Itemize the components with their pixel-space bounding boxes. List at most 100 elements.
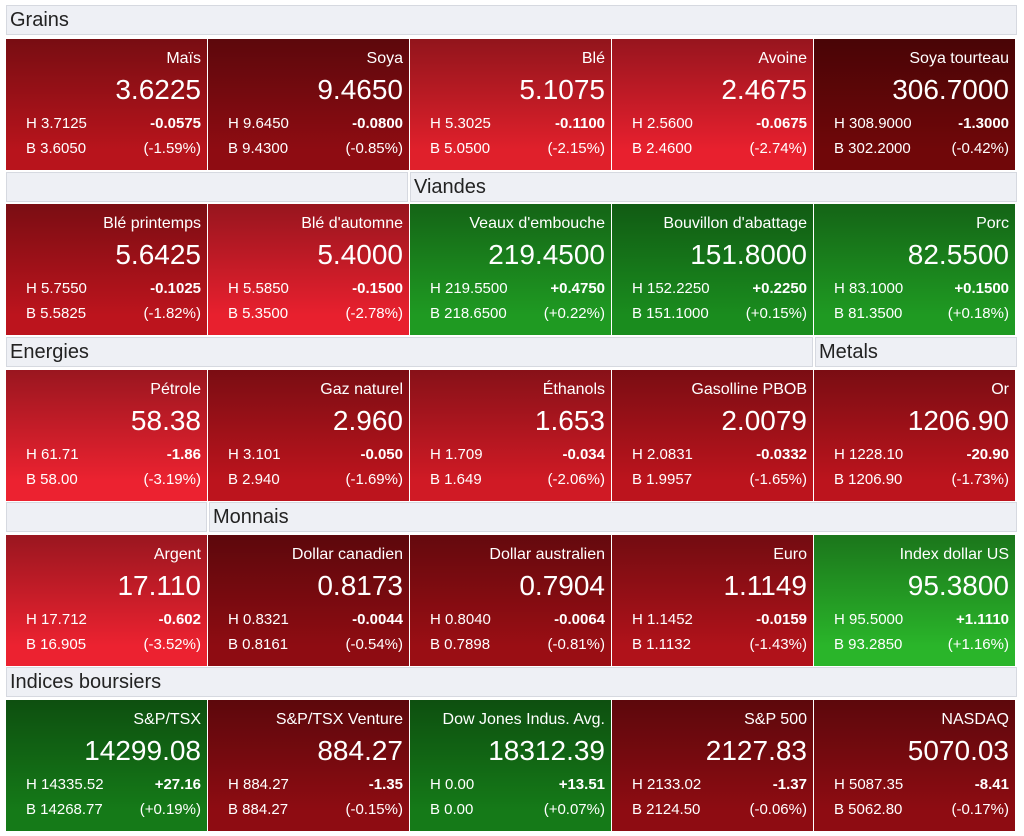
tile-name: Soya xyxy=(366,50,403,67)
tile-name: Dollar canadien xyxy=(291,546,403,563)
quote-tile[interactable]: Euro 1.1149 H 1.1452 -0.0159 B 1.1132 (-1.43%… xyxy=(612,535,813,666)
tile-name: Bouvillon d'abattage xyxy=(663,215,807,232)
tile-change: +0.1500 xyxy=(954,280,1009,297)
tile-change: -0.0800 xyxy=(352,115,403,132)
tile-change: +1.1110 xyxy=(956,611,1009,628)
quote-tile[interactable]: NASDAQ 5070.03 H 5087.35 -8.41 B 5062.80 (-0.… xyxy=(814,700,1015,831)
tile-change-pct: (-2.06%) xyxy=(547,471,605,488)
quote-tile[interactable]: Avoine 2.4675 H 2.5600 -0.0675 B 2.4600 (-2.7… xyxy=(612,39,813,170)
tile-price: 219.4500 xyxy=(488,239,605,270)
tile-change-pct: (-2.74%) xyxy=(749,140,807,157)
tile-change-pct: (-1.65%) xyxy=(749,471,807,488)
section-header-blank xyxy=(6,502,207,532)
quote-tile[interactable]: Dollar canadien 0.8173 H 0.8321 -0.0044 B 0.… xyxy=(208,535,409,666)
tile-high: H 95.5000 xyxy=(834,611,904,628)
tile-high: H 1.709 xyxy=(430,446,483,463)
tile-price: 5070.03 xyxy=(907,735,1009,766)
tile-change: -1.86 xyxy=(166,446,201,463)
tile-name: Avoine xyxy=(758,50,807,67)
tile-high: H 884.27 xyxy=(228,776,289,793)
quote-tile[interactable]: Index dollar US 95.3800 H 95.5000 +1.1110 B … xyxy=(814,535,1015,666)
tile-name: Blé d'automne xyxy=(301,215,403,232)
tile-change-pct: (-0.42%) xyxy=(951,140,1009,157)
quote-tile[interactable]: S&P/TSX 14299.08 H 14335.52 +27.16 B 14268.7… xyxy=(6,700,207,831)
quote-tile[interactable]: Soya tourteau 306.7000 H 308.9000 -1.3000 B … xyxy=(814,39,1015,170)
tile-low: B 1.1132 xyxy=(632,636,691,653)
quote-tile[interactable]: Blé printemps 5.6425 H 5.7550 -0.1025 B 5.58… xyxy=(6,204,207,335)
tile-price: 3.6225 xyxy=(115,74,201,105)
tile-high: H 2133.02 xyxy=(632,776,702,793)
tile-change-pct: (-1.73%) xyxy=(951,471,1009,488)
tile-change: -8.41 xyxy=(974,776,1009,793)
quote-tile[interactable]: S&P 500 2127.83 H 2133.02 -1.37 B 2124.50 (-0… xyxy=(612,700,813,831)
tile-low: B 81.3500 xyxy=(834,305,903,322)
tile-name: Index dollar US xyxy=(899,546,1009,563)
tile-change-pct: (-1.59%) xyxy=(143,140,201,157)
tile-name: Gaz naturel xyxy=(320,381,403,398)
tile-change: +0.2250 xyxy=(752,280,807,297)
tile-change-pct: (-2.15%) xyxy=(547,140,605,157)
tile-change-pct: (-3.52%) xyxy=(143,636,201,653)
tile-change: -1.3000 xyxy=(958,115,1009,132)
tile-low: B 0.7898 xyxy=(430,636,491,653)
tile-change: -0.0064 xyxy=(554,611,605,628)
tile-change-pct: (-1.43%) xyxy=(749,636,807,653)
tile-low: B 14268.77 xyxy=(26,801,103,818)
tile-price: 2.0079 xyxy=(721,405,807,436)
tile-name: S&P/TSX Venture xyxy=(275,711,403,728)
tile-price: 151.8000 xyxy=(690,239,807,270)
tile-name: Veaux d'embouche xyxy=(469,215,605,232)
tile-change-pct: (-0.17%) xyxy=(951,801,1009,818)
tile-price: 1206.90 xyxy=(907,405,1009,436)
quote-tile[interactable]: Pétrole 58.38 H 61.71 -1.86 B 58.00 (-3.19%) xyxy=(6,370,207,501)
quote-tile[interactable]: Porc 82.5500 H 83.1000 +0.1500 B 81.3500 (+0.… xyxy=(814,204,1015,335)
tile-price: 95.3800 xyxy=(907,570,1009,601)
quote-tile[interactable]: Dow Jones Indus. Avg. 18312.39 H 0.00 +13.5… xyxy=(410,700,611,831)
quote-tile[interactable]: Éthanols 1.653 H 1.709 -0.034 B 1.649 (-2.06%… xyxy=(410,370,611,501)
tile-low: B 58.00 xyxy=(26,471,78,488)
quote-tile[interactable]: Blé d'automne 5.4000 H 5.5850 -0.1500 B 5.35… xyxy=(208,204,409,335)
quote-tile[interactable]: S&P/TSX Venture 884.27 H 884.27 -1.35 B 884.… xyxy=(208,700,409,831)
tile-price: 1.1149 xyxy=(723,570,807,601)
quote-tile[interactable]: Dollar australien 0.7904 H 0.8040 -0.0064 B … xyxy=(410,535,611,666)
tile-change: -0.050 xyxy=(360,446,403,463)
tile-change-pct: (-0.85%) xyxy=(345,140,403,157)
tile-low: B 2.4600 xyxy=(632,140,693,157)
quote-tile[interactable]: Argent 17.110 H 17.712 -0.602 B 16.905 (-3.52… xyxy=(6,535,207,666)
tile-change: -0.1100 xyxy=(554,115,605,132)
tile-high: H 152.2250 xyxy=(632,280,710,297)
tile-low: B 1206.90 xyxy=(834,471,903,488)
tile-low: B 5062.80 xyxy=(834,801,903,818)
tile-price: 2127.83 xyxy=(705,735,807,766)
tile-high: H 1.1452 xyxy=(632,611,693,628)
tile-high: H 5.3025 xyxy=(430,115,491,132)
tile-high: H 61.71 xyxy=(26,446,79,463)
tile-price: 2.4675 xyxy=(721,74,807,105)
tile-change: -0.0044 xyxy=(352,611,403,628)
quote-tile[interactable]: Bouvillon d'abattage 151.8000 H 152.2250 +0… xyxy=(612,204,813,335)
tile-high: H 2.5600 xyxy=(632,115,693,132)
tile-price: 14299.08 xyxy=(84,735,201,766)
tile-low: B 151.1000 xyxy=(632,305,709,322)
section-header: Grains xyxy=(6,5,1017,35)
quote-tile[interactable]: Maïs 3.6225 H 3.7125 -0.0575 B 3.6050 (-1.59%… xyxy=(6,39,207,170)
quote-tile[interactable]: Gasolline PBOB 2.0079 H 2.0831 -0.0332 B 1.9… xyxy=(612,370,813,501)
tile-name: Blé printemps xyxy=(103,215,201,232)
quote-tile[interactable]: Or 1206.90 H 1228.10 -20.90 B 1206.90 (-1.73%… xyxy=(814,370,1015,501)
section-header: Viandes xyxy=(410,172,1017,202)
quote-tile[interactable]: Gaz naturel 2.960 H 3.101 -0.050 B 2.940 (-1.… xyxy=(208,370,409,501)
tile-change-pct: (-0.06%) xyxy=(749,801,807,818)
tile-high: H 1228.10 xyxy=(834,446,904,463)
quote-tile[interactable]: Soya 9.4650 H 9.6450 -0.0800 B 9.4300 (-0.85%… xyxy=(208,39,409,170)
tile-change: -0.0159 xyxy=(756,611,807,628)
tile-low: B 0.00 xyxy=(430,801,474,818)
tile-name: Argent xyxy=(153,546,201,563)
quote-tile[interactable]: Veaux d'embouche 219.4500 H 219.5500 +0.475… xyxy=(410,204,611,335)
section-header: Energies xyxy=(6,337,813,367)
tile-high: H 3.101 xyxy=(228,446,281,463)
tile-price: 82.5500 xyxy=(907,239,1009,270)
tile-change-pct: (+0.07%) xyxy=(543,801,605,818)
tile-name: NASDAQ xyxy=(941,711,1009,728)
tile-name: Éthanols xyxy=(542,381,605,398)
quote-tile[interactable]: Blé 5.1075 H 5.3025 -0.1100 B 5.0500 (-2.15%) xyxy=(410,39,611,170)
